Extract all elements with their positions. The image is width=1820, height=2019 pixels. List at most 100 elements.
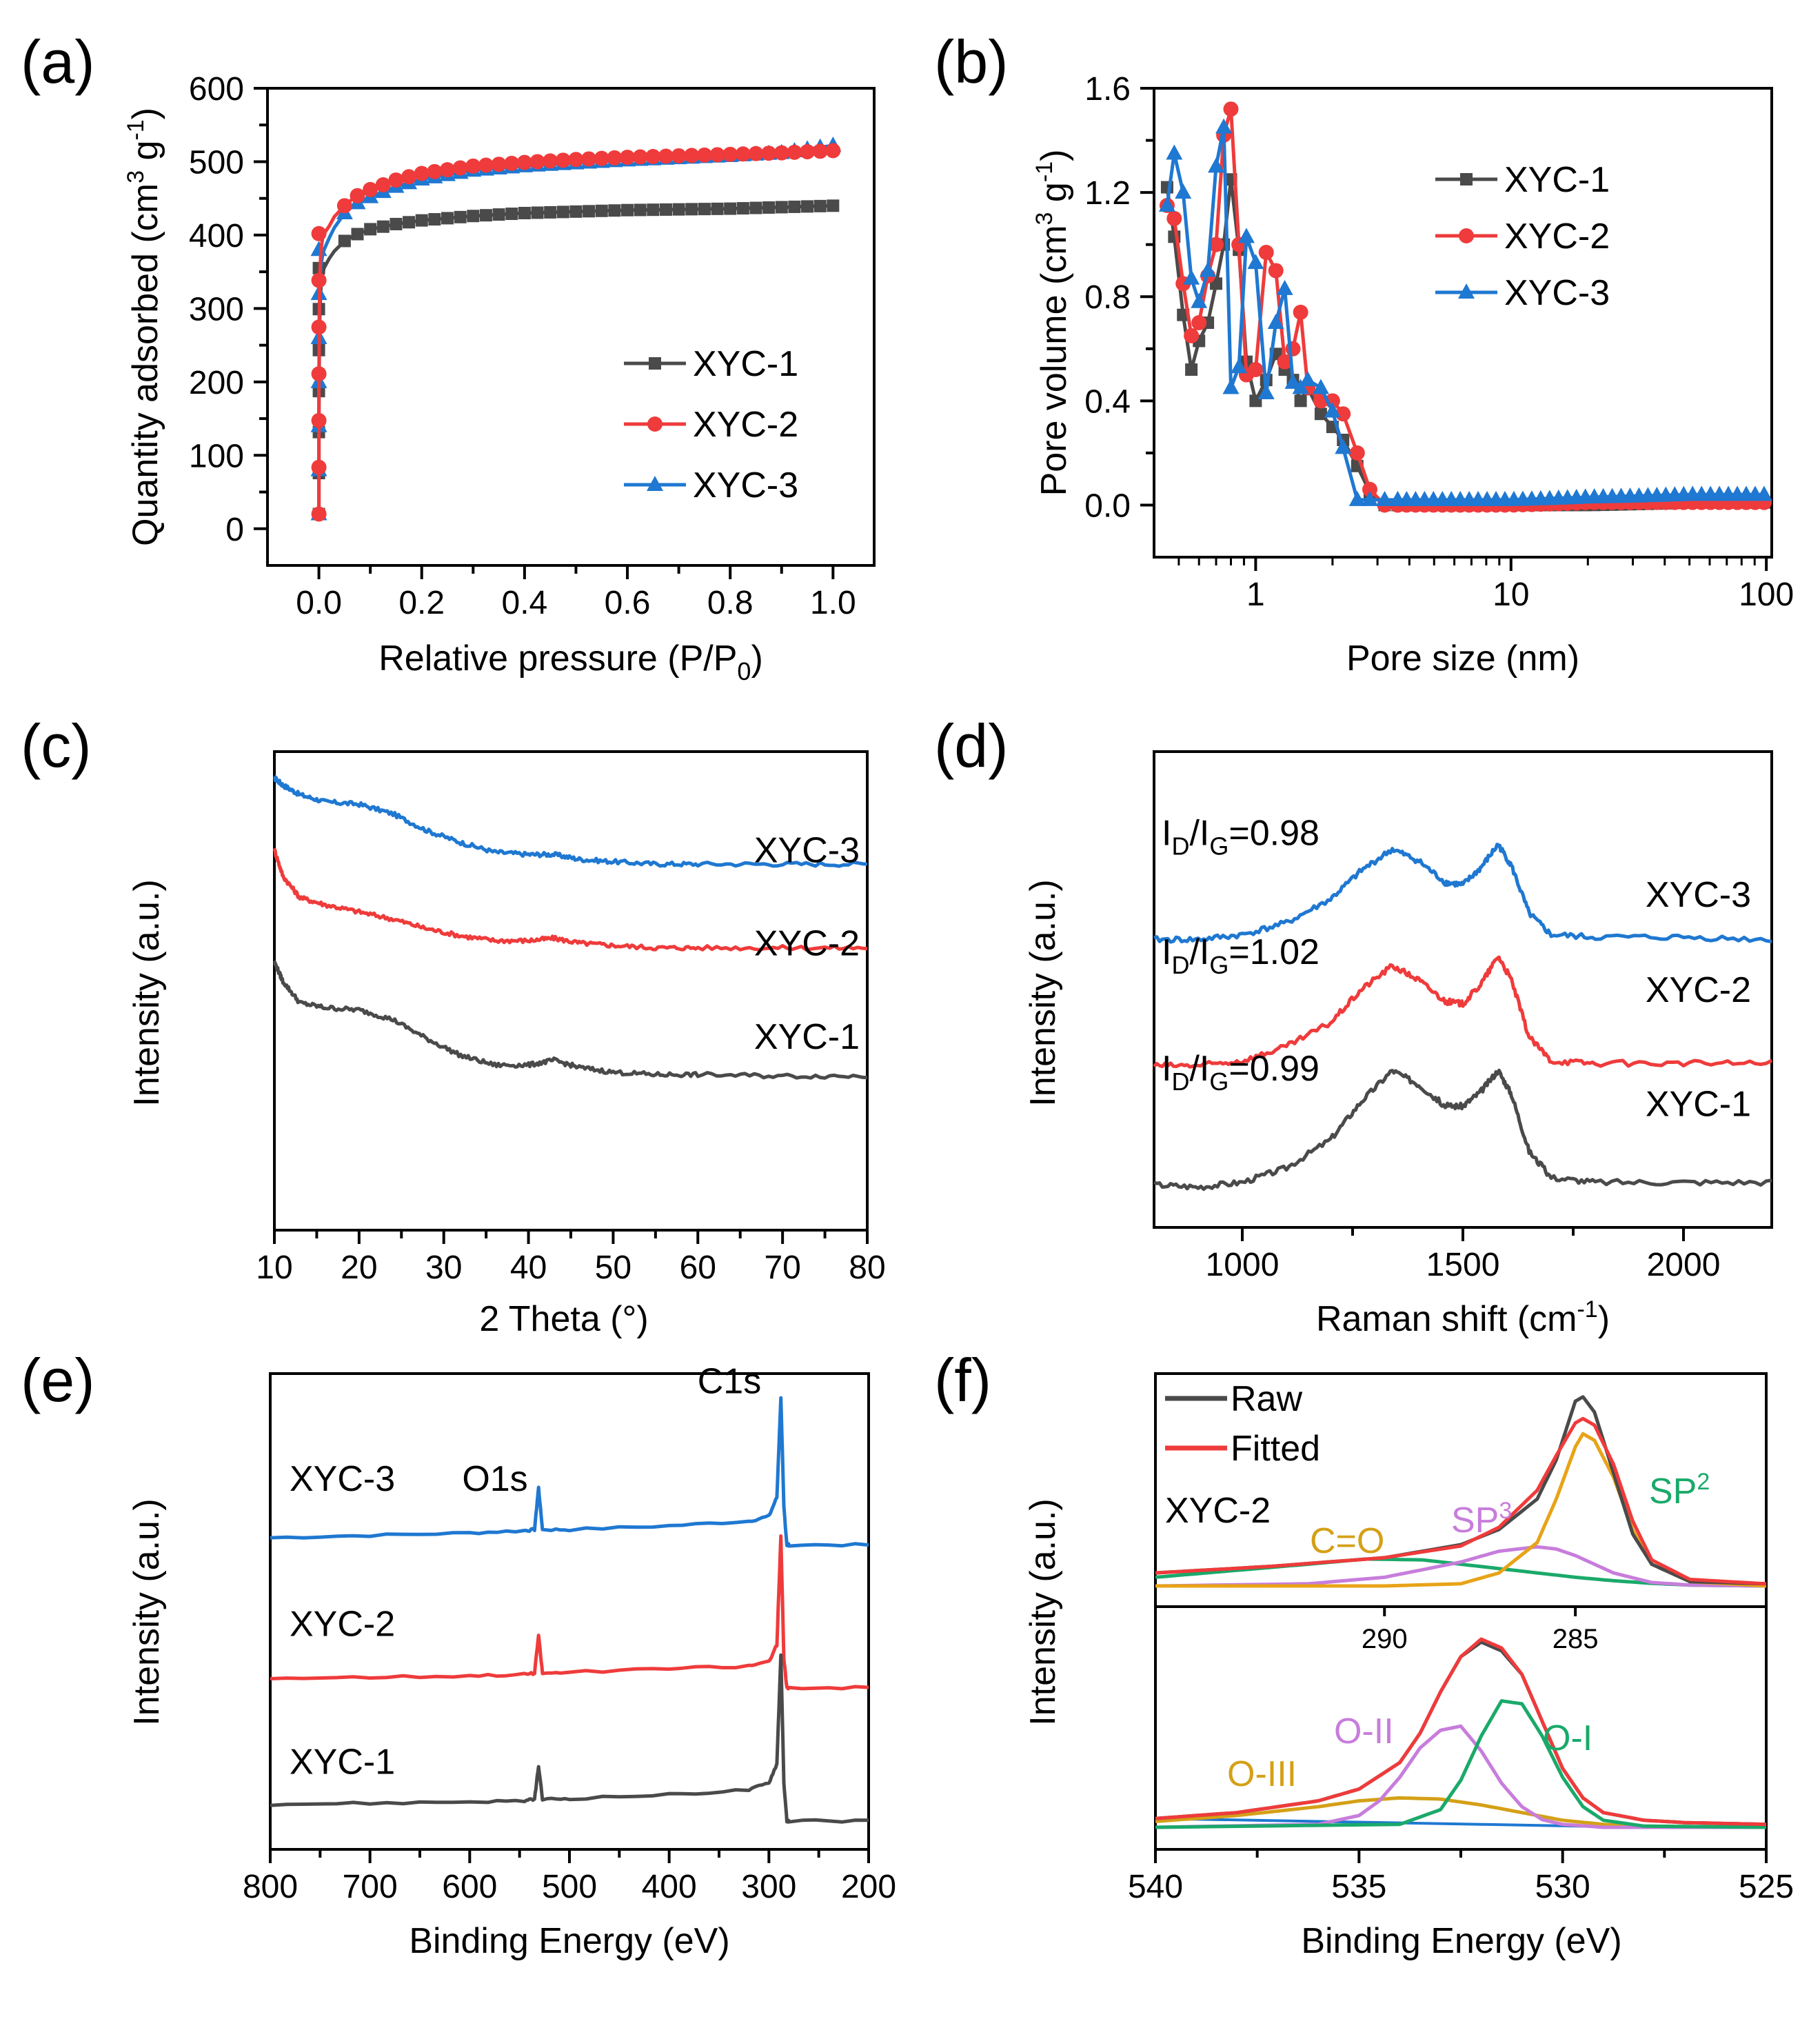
panel-b: (b) 1 10 100 0.0 0.4 0.8 1.2 1.6 Pore size (nm)… — [934, 28, 1794, 679]
b-point-XYC-3 — [1222, 379, 1240, 394]
b-legend-marker-XYC-2 — [1459, 228, 1474, 243]
a-point-XYC-2 — [427, 163, 443, 179]
f-xtick-label: 535 — [1331, 1869, 1386, 1905]
b-point-XYC-3 — [1348, 490, 1366, 506]
b-point-XYC-3 — [1376, 490, 1393, 506]
d-ratio-part: I — [1162, 813, 1171, 853]
a-point-XYC-2 — [607, 150, 623, 165]
d-series-label-XYC-3: XYC-3 — [1646, 875, 1751, 915]
a-point-XYC-1 — [364, 223, 377, 236]
a-point-XYC-2 — [465, 158, 481, 174]
e-peak-label-C1s: C1s — [698, 1361, 761, 1401]
b-series-line-XYC-2 — [1165, 107, 1767, 507]
d-ratio-part: D — [1171, 832, 1189, 860]
panel-f-plot — [1155, 1395, 1767, 1829]
a-point-XYC-1 — [672, 203, 685, 216]
panel-a-ticks: 0.0 0.2 0.4 0.6 0.8 1.0 0 100 200 300 400 500 600 — [189, 71, 856, 621]
b-point-XYC-3 — [1215, 118, 1233, 134]
panel-c-label: (c) — [21, 712, 92, 780]
panel-d-xlabel: Raman shift (cm-1) — [1316, 1296, 1610, 1339]
panel-a-frame — [266, 87, 876, 567]
b-point-XYC-2 — [1248, 362, 1264, 377]
a-point-XYC-2 — [350, 188, 365, 203]
a-point-XYC-1 — [595, 204, 608, 217]
b-point-XYC-2 — [1258, 245, 1274, 260]
b-point-XYC-2 — [1277, 354, 1293, 370]
b-point-XYC-3 — [1166, 144, 1183, 160]
a-point-XYC-1 — [698, 203, 711, 216]
f-peak-label-SP3: SP3 — [1451, 1498, 1512, 1540]
e-series-line-XYC-3 — [270, 1396, 869, 1548]
panel-e-series-labels: XYC-3 XYC-2 XYC-1 O1s C1s — [290, 1361, 761, 1782]
a-point-XYC-1 — [762, 201, 776, 214]
a-point-XYC-2 — [594, 150, 609, 166]
b-point-XYC-2 — [1191, 315, 1207, 330]
b-point-XYC-3 — [1284, 373, 1302, 389]
d-series-label-XYC-2: XYC-2 — [1646, 970, 1751, 1010]
a-point-XYC-1 — [505, 208, 518, 221]
panel-f-label: (f) — [934, 1346, 991, 1414]
a-point-XYC-1 — [428, 213, 441, 226]
d-ratio-part: G — [1209, 832, 1228, 860]
panel-e-plot — [270, 1396, 869, 1824]
b-point-XYC-1 — [1249, 394, 1262, 408]
b-point-XYC-3 — [1267, 314, 1284, 329]
a-point-XYC-1 — [518, 206, 531, 219]
panel-c-ticks: 10 20 30 40 50 60 70 80 — [256, 1230, 886, 1286]
panel-b-label: (b) — [934, 28, 1009, 96]
a-xtick-label: 1.0 — [810, 585, 856, 621]
b-point-XYC-2 — [1223, 101, 1239, 117]
b-point-XYC-3 — [1257, 384, 1275, 399]
a-point-XYC-2 — [709, 147, 725, 163]
b-point-XYC-3 — [1231, 358, 1248, 374]
panel-b-ylabel: Pore volume (cm3 g-1) — [1031, 150, 1074, 496]
b-point-XYC-3 — [1755, 485, 1772, 501]
f-xtick-label: 540 — [1128, 1869, 1183, 1905]
a-point-XYC-2 — [401, 169, 417, 185]
f-bottom-line-O-III — [1155, 1796, 1767, 1829]
b-point-XYC-2 — [1285, 341, 1301, 356]
a-point-XYC-1 — [583, 205, 596, 218]
b-xtick-label: 100 — [1739, 576, 1794, 613]
f-xtick-label: 530 — [1535, 1869, 1590, 1905]
a-legend-marker-XYC-1 — [649, 357, 661, 370]
a-point-XYC-1 — [827, 199, 840, 212]
b-point-XYC-3 — [1292, 379, 1309, 394]
panel-f-xlabel: Binding Energy (eV) — [1301, 1921, 1621, 1961]
a-point-XYC-1 — [775, 201, 788, 214]
panel-a-xlabel: Relative pressure (P/P0) — [378, 639, 763, 685]
d-ratio-part: D — [1171, 1067, 1189, 1096]
a-point-XYC-2 — [388, 172, 404, 188]
f-bottom-line-Fitted — [1155, 1637, 1767, 1827]
f-sample-label: XYC-2 — [1165, 1491, 1271, 1531]
d-ratio-part: =0.99 — [1228, 1049, 1320, 1089]
a-ytick-label: 400 — [189, 218, 244, 254]
b-ytick-label: 0.8 — [1084, 279, 1131, 316]
a-xtick-label: 0.2 — [398, 585, 445, 621]
a-point-XYC-1 — [415, 214, 428, 227]
a-point-XYC-2 — [761, 145, 777, 161]
a-point-XYC-2 — [311, 225, 327, 241]
a-point-XYC-2 — [787, 144, 802, 160]
e-xtick-label: 800 — [243, 1869, 298, 1905]
b-point-XYC-3 — [1299, 371, 1316, 387]
a-point-XYC-1 — [569, 205, 583, 218]
f-bottom-line-O-II — [1155, 1724, 1766, 1829]
b-point-XYC-2 — [1349, 445, 1365, 461]
a-point-XYC-2 — [529, 154, 545, 170]
a-point-XYC-2 — [620, 150, 636, 165]
a-point-XYC-1 — [813, 199, 827, 212]
a-point-XYC-1 — [634, 203, 647, 217]
panel-d-ylabel: Intensity (a.u.) — [1023, 879, 1063, 1106]
a-point-XYC-2 — [543, 153, 558, 169]
a-point-XYC-2 — [684, 148, 700, 163]
c-series-label-XYC-2: XYC-2 — [754, 924, 860, 964]
panel-a-label: (a) — [21, 28, 95, 96]
a-point-XYC-1 — [685, 203, 698, 216]
c-series-line-XYC-1 — [273, 960, 868, 1080]
a-point-XYC-2 — [812, 143, 828, 159]
e-peak-label-O1s: O1s — [462, 1459, 527, 1499]
f-peak-label-SP2-main: SP — [1649, 1471, 1697, 1511]
a-point-XYC-1 — [403, 216, 416, 229]
a-point-XYC-2 — [696, 147, 712, 163]
